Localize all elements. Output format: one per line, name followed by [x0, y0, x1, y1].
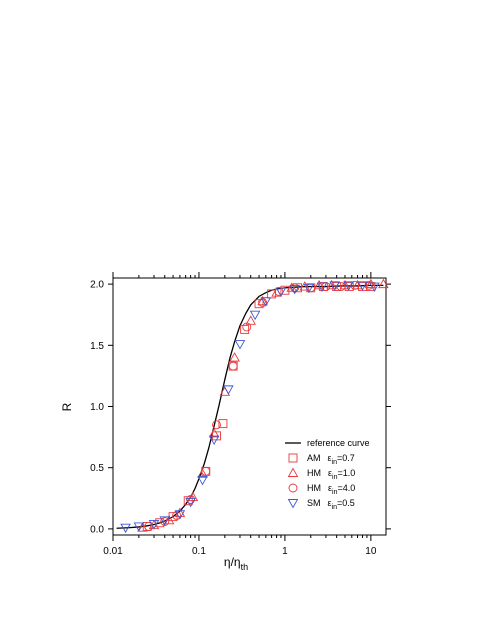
data-point-triangle-down — [197, 475, 208, 486]
data-point-triangle-up — [245, 315, 256, 325]
data-point-triangle-down — [234, 340, 246, 350]
y-tick-label: 2.0 — [90, 280, 104, 291]
y-axis-ticks: 0.0 0.5 1.0 1.5 2.0 — [90, 280, 391, 535]
data-point-circle — [228, 361, 238, 371]
legend-series-name: HM — [307, 468, 321, 478]
legend-series-name: HM — [307, 483, 321, 493]
legend-param-value: =1.0 — [337, 468, 355, 478]
data-point-triangle-up — [257, 295, 268, 306]
data-point-triangle-down — [260, 297, 272, 307]
x-tick-label: 0.1 — [192, 546, 206, 557]
data-point-triangle-down — [208, 435, 220, 445]
data-point-circle — [242, 322, 252, 332]
data-point-triangle-down — [133, 522, 145, 532]
legend-param-sub: in — [332, 459, 338, 466]
y-tick-label: 1.5 — [90, 341, 104, 352]
legend-marker-triangle-down — [287, 499, 299, 509]
legend-param-symbol: ε — [328, 483, 332, 493]
data-point-triangle-down — [289, 285, 300, 295]
y-tick-label: 1.0 — [90, 402, 104, 413]
legend-label: AM εin=0.7 — [307, 453, 355, 466]
legend-label: HM εin=4.0 — [307, 483, 355, 496]
legend-param-symbol: ε — [328, 498, 332, 508]
data-markers — [120, 278, 389, 534]
data-point-triangle-down — [159, 516, 171, 526]
x-tick-label: 1 — [282, 546, 288, 557]
legend-param-sub: in — [332, 489, 338, 496]
data-point-triangle-up — [313, 279, 325, 290]
data-point-triangle-down — [249, 310, 261, 321]
data-point-square — [218, 419, 228, 429]
data-point-triangle-up — [208, 428, 220, 438]
data-point-triangle-up — [197, 468, 208, 478]
data-point-triangle-down — [316, 282, 328, 292]
data-point-triangle-up — [286, 282, 297, 292]
legend-marker-triangle-up — [287, 467, 299, 477]
data-point-square — [240, 324, 250, 334]
data-point-circle — [201, 466, 211, 476]
data-point-triangle-up — [229, 352, 240, 362]
data-point-circle — [258, 298, 268, 307]
data-point-triangle-down — [357, 281, 368, 291]
data-point-triangle-down — [343, 281, 354, 291]
x-axis-label-subscript: th — [241, 562, 249, 572]
data-point-circle — [290, 283, 300, 293]
legend-param-symbol: ε — [328, 453, 332, 463]
legend-marker-square — [288, 453, 298, 463]
data-point-square — [254, 299, 264, 309]
data-point-triangle-up — [339, 279, 351, 290]
data-point-triangle-up — [187, 491, 199, 502]
data-point-circle — [321, 282, 331, 292]
data-point-triangle-down — [148, 520, 160, 530]
x-tick-label: 0.01 — [103, 546, 123, 557]
legend-series-name: SM — [307, 498, 321, 508]
legend-param-sub: in — [332, 474, 338, 481]
plot-frame — [112, 277, 387, 536]
data-point-triangle-down — [275, 287, 287, 297]
x-axis-label: η/ηth — [224, 555, 248, 572]
data-point-triangle-up — [163, 514, 175, 525]
y-axis-label: R — [60, 402, 74, 411]
y-tick-label: 0.5 — [90, 463, 104, 474]
data-point-triangle-up — [378, 278, 389, 289]
data-point-triangle-down — [303, 283, 315, 294]
data-point-triangle-down — [223, 385, 234, 395]
data-point-triangle-down — [185, 498, 196, 508]
data-point-square — [280, 285, 290, 295]
x-axis-ticks: 0.01 0.1 1 10 — [103, 272, 377, 557]
legend-label: SM εin=0.5 — [307, 498, 355, 511]
x-tick-label: 10 — [365, 546, 377, 557]
legend-series-name: AM — [307, 453, 321, 463]
legend-marker-circle — [288, 483, 298, 493]
data-point-circle — [274, 287, 284, 296]
legend-param-value: =0.7 — [337, 453, 355, 463]
data-point-circle — [172, 510, 182, 520]
data-point-circle — [212, 420, 221, 430]
data-point-triangle-up — [174, 507, 186, 517]
legend-param-symbol: ε — [328, 468, 332, 478]
data-point-triangle-up — [365, 278, 377, 289]
legend-param-value: =0.5 — [337, 498, 355, 508]
y-tick-label: 0.0 — [90, 524, 104, 535]
legend-param-value: =4.0 — [337, 483, 355, 493]
legend-label: reference curve — [307, 438, 370, 448]
data-point-triangle-down — [120, 523, 131, 534]
x-axis-label-main: η/η — [224, 555, 241, 569]
legend-param-sub: in — [332, 504, 338, 511]
data-point-triangle-down — [369, 282, 380, 292]
data-point-triangle-down — [329, 281, 341, 291]
data-point-triangle-down — [174, 510, 186, 520]
legend-label: HM εin=1.0 — [307, 468, 355, 481]
